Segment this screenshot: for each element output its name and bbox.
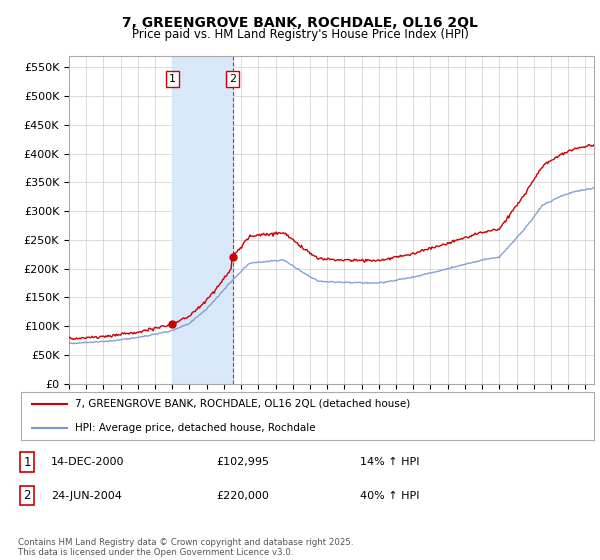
Bar (172, 56, 233, 384)
Text: 7, GREENGROVE BANK, ROCHDALE, OL16 2QL (detached house): 7, GREENGROVE BANK, ROCHDALE, OL16 2QL (… (76, 399, 410, 409)
Text: 2: 2 (23, 489, 31, 502)
Text: £220,000: £220,000 (216, 491, 269, 501)
Text: 1: 1 (23, 455, 31, 469)
Text: 40% ↑ HPI: 40% ↑ HPI (360, 491, 419, 501)
Text: 1: 1 (169, 74, 176, 84)
Text: Contains HM Land Registry data © Crown copyright and database right 2025.
This d: Contains HM Land Registry data © Crown c… (18, 538, 353, 557)
Text: 14% ↑ HPI: 14% ↑ HPI (360, 457, 419, 467)
Text: £102,995: £102,995 (216, 457, 269, 467)
Text: 24-JUN-2004: 24-JUN-2004 (51, 491, 122, 501)
Text: HPI: Average price, detached house, Rochdale: HPI: Average price, detached house, Roch… (76, 423, 316, 433)
Text: Price paid vs. HM Land Registry's House Price Index (HPI): Price paid vs. HM Land Registry's House … (131, 28, 469, 41)
Text: 14-DEC-2000: 14-DEC-2000 (51, 457, 125, 467)
Text: 2: 2 (229, 74, 236, 84)
Text: 7, GREENGROVE BANK, ROCHDALE, OL16 2QL: 7, GREENGROVE BANK, ROCHDALE, OL16 2QL (122, 16, 478, 30)
